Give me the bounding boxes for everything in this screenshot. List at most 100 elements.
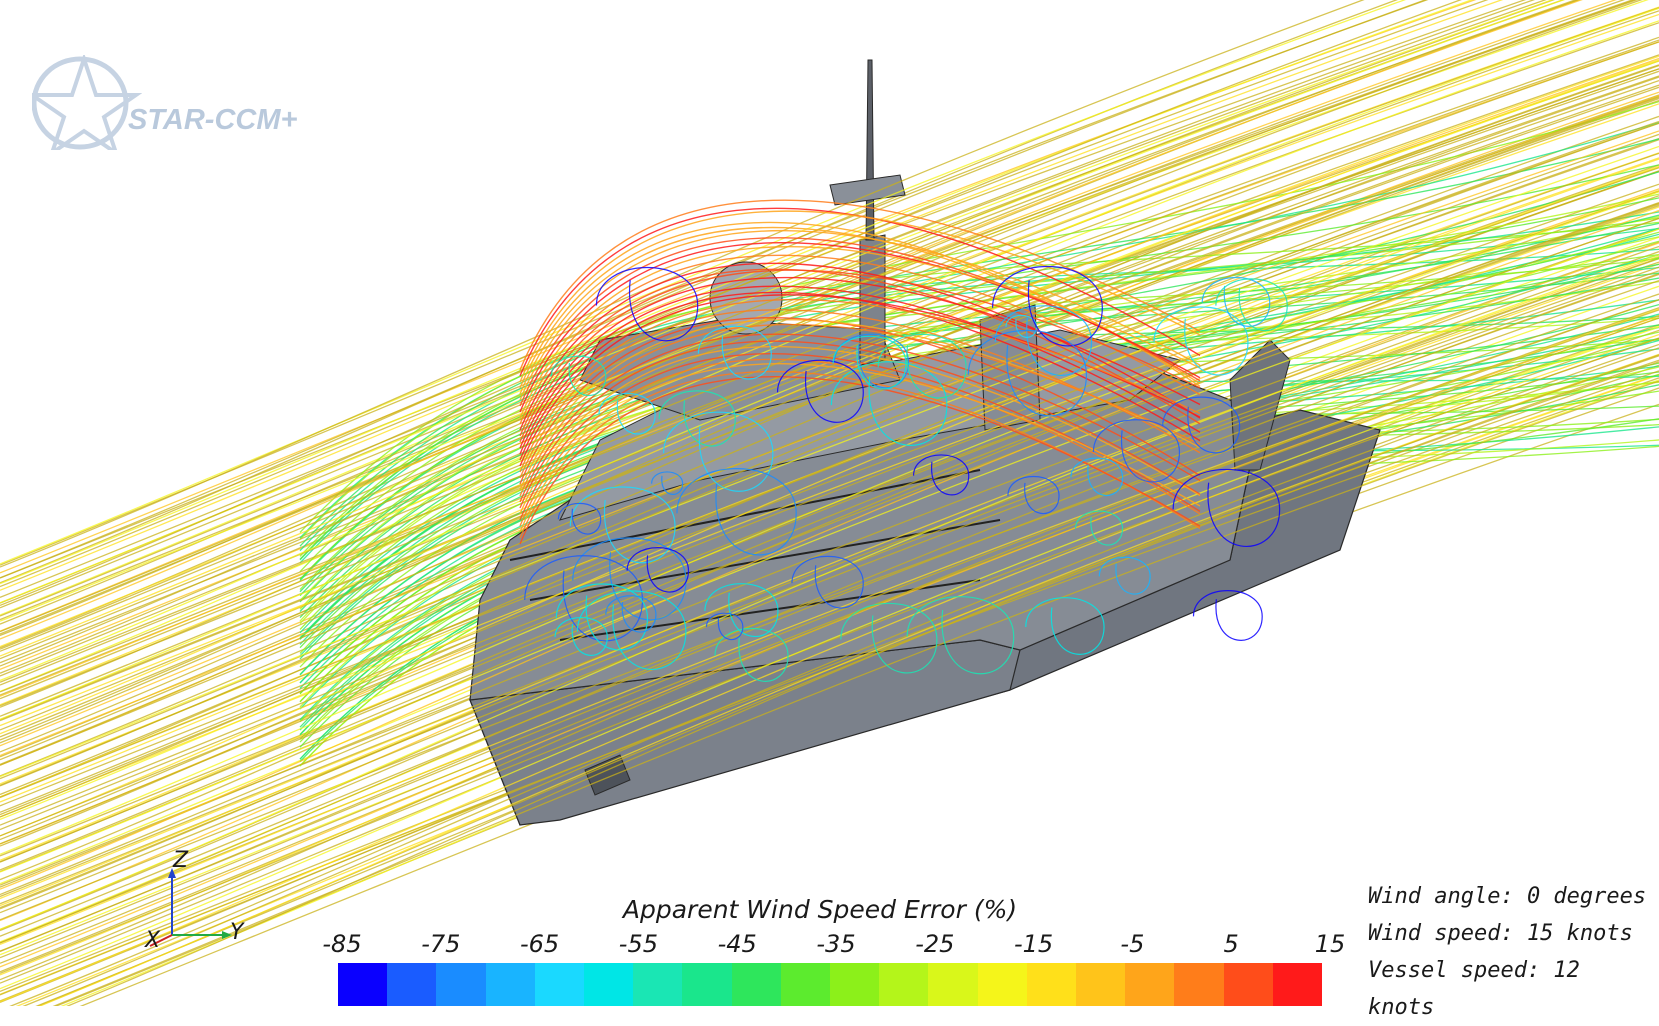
streamline (714, 628, 789, 682)
streamline (299, 221, 1659, 533)
axis-triad (149, 868, 232, 947)
streamline (0, 183, 1659, 807)
streamline (912, 454, 970, 496)
streamline (0, 60, 1659, 683)
wind-speed-text: Wind speed: 15 knots (1368, 921, 1633, 946)
streamline (0, 217, 1659, 863)
star-logo-icon (25, 52, 143, 159)
colorbar-segment (928, 963, 978, 1006)
streamline (705, 612, 744, 641)
axis-y-label: Y (230, 920, 244, 945)
streamline (0, 0, 1462, 607)
legend-tick-label: 15 (1314, 930, 1346, 958)
streamline (519, 345, 1201, 515)
colorbar-segment (1223, 963, 1273, 1006)
streamline (626, 547, 690, 593)
streamline (550, 355, 607, 397)
colorbar-segment (485, 963, 535, 1006)
colorbar-segment (1125, 963, 1175, 1006)
streamline (519, 353, 1201, 521)
streamline (967, 329, 1088, 417)
streamline (0, 293, 1659, 937)
streamline (704, 583, 779, 638)
streamline (519, 246, 1201, 419)
streamline (0, 0, 1527, 579)
streamline (519, 358, 1201, 527)
wind-angle-text: Wind angle: 0 degrees (1368, 884, 1647, 909)
streamline (1201, 276, 1271, 327)
streamline (0, 280, 1659, 944)
colorbar-segment (682, 963, 732, 1006)
streamline (0, 190, 1659, 826)
streamline (0, 59, 1659, 735)
legend-tick-label: -15 (1013, 930, 1054, 958)
streamline (662, 411, 774, 492)
streamline (0, 96, 1659, 766)
axis-y-arrow (222, 931, 232, 939)
streamline (519, 340, 1201, 509)
streamline (555, 583, 649, 651)
streamline (1172, 468, 1281, 547)
streamline (22, 347, 1659, 1006)
streamline (519, 285, 1201, 455)
streamline (0, 370, 1659, 996)
streamline (994, 305, 1093, 376)
streamline (0, 158, 1659, 837)
streamline (519, 333, 1201, 503)
streamline (1007, 476, 1060, 515)
streamline (598, 392, 656, 435)
colorbar-segment (1076, 963, 1126, 1006)
streamline (519, 298, 1201, 473)
streamline (0, 266, 1659, 898)
colorbar-segment (1272, 963, 1323, 1006)
streamline (0, 0, 1547, 598)
legend-tick-label: -75 (421, 930, 461, 958)
streamline (0, 270, 1659, 905)
streamline (906, 596, 1015, 675)
streamline (519, 242, 1201, 413)
streamline (0, 0, 1427, 579)
streamline (557, 502, 602, 535)
streamline (0, 191, 1659, 855)
streamline (576, 590, 687, 670)
streamline (991, 266, 1103, 347)
streamline (519, 376, 1201, 545)
streamline (0, 86, 1659, 731)
streamline (1153, 306, 1249, 376)
streamline (791, 555, 864, 609)
colorbar-segment (1026, 963, 1077, 1006)
streamline (0, 298, 1659, 921)
streamline (0, 326, 1659, 990)
axis-x-label: X (145, 928, 161, 953)
streamline (519, 317, 1201, 485)
legend-tick-label: -65 (519, 930, 560, 958)
streamline (0, 189, 1659, 818)
colorbar-segment (731, 963, 781, 1006)
streamline (519, 323, 1201, 497)
streamline (0, 0, 1649, 622)
streamline (519, 371, 1201, 539)
streamline (0, 57, 1659, 697)
streamline (52, 380, 1659, 1006)
colorbar-segment (1174, 963, 1224, 1006)
legend-colorbar (338, 963, 1323, 1006)
streamline (0, 0, 1635, 650)
streamline (1162, 396, 1241, 454)
streamline (519, 226, 1201, 395)
streamline (650, 471, 684, 495)
streamline (0, 13, 1659, 657)
colorbar-segment (387, 963, 437, 1006)
streamline (832, 335, 907, 390)
streamline (519, 309, 1201, 479)
streamline (676, 468, 797, 556)
logo-text: STAR-CCM+ (128, 104, 298, 136)
streamline (1092, 419, 1181, 483)
colorbar-segment (584, 963, 634, 1006)
streamline (0, 0, 1489, 588)
streamline (519, 269, 1201, 443)
streamline (697, 325, 772, 380)
axis-z-arrow (168, 868, 176, 878)
colorbar-segment (977, 963, 1027, 1006)
streamline (0, 333, 1659, 1003)
